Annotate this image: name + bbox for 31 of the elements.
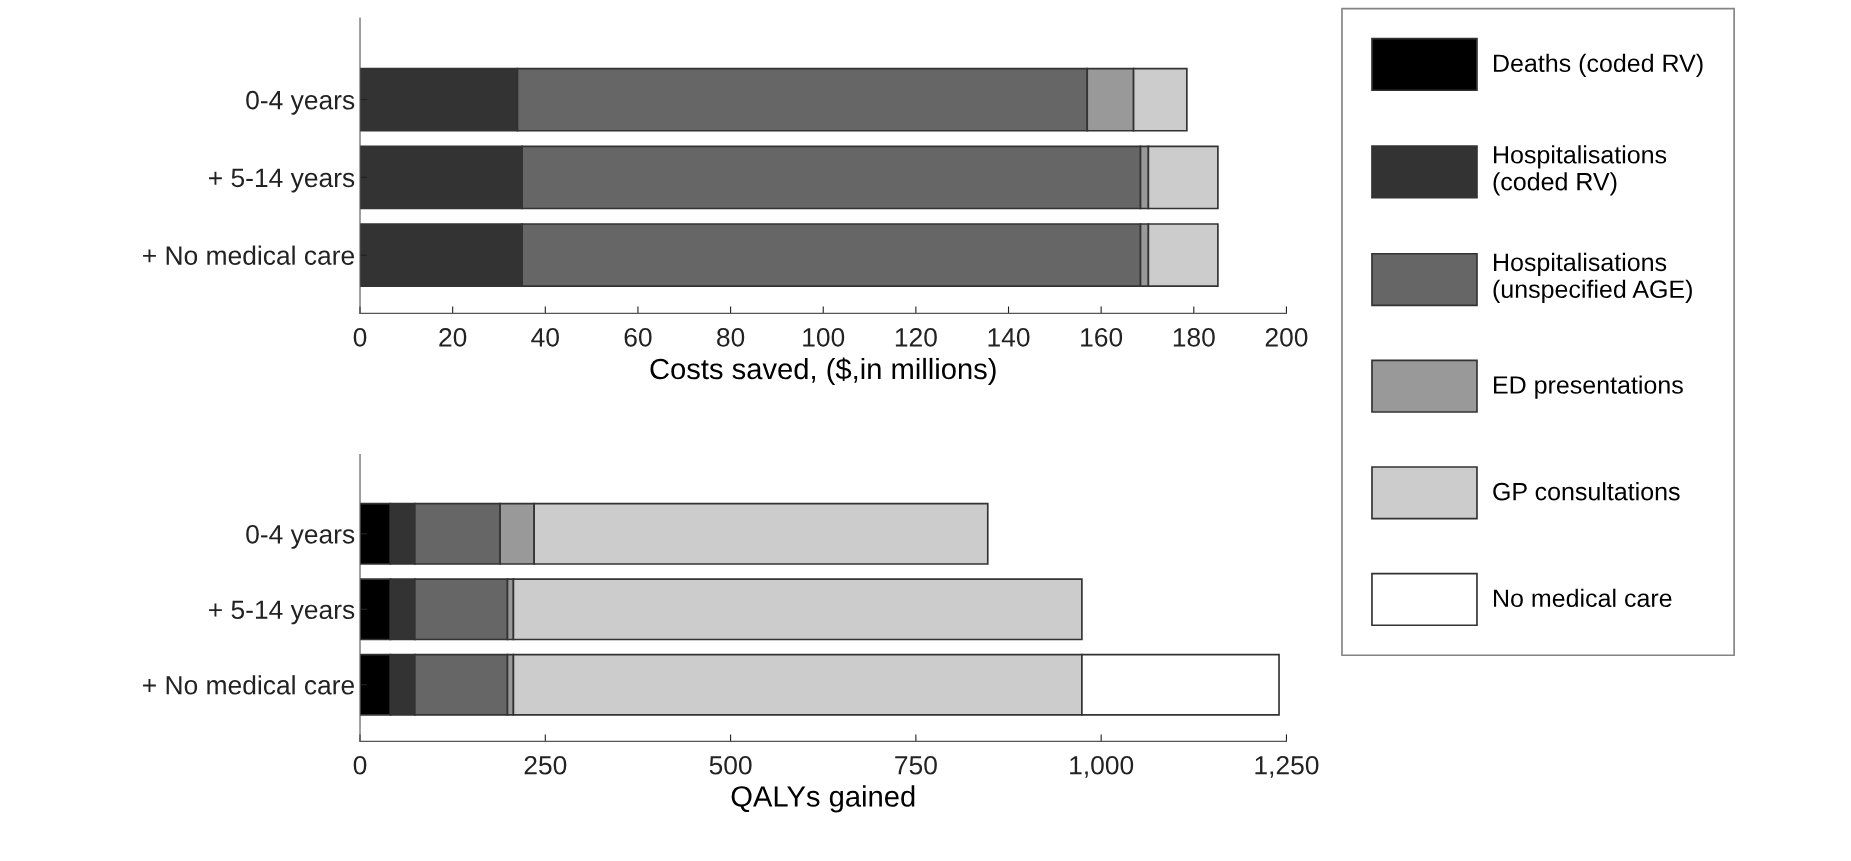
x-tick-label: 120	[895, 327, 937, 347]
x-tick-label: 100	[803, 327, 845, 347]
legend-label: Hospitalisations (unspecified AGE)	[1493, 252, 1692, 304]
x-tick-label: 140	[988, 327, 1030, 347]
x-tick-label: 1,250	[1255, 755, 1319, 778]
x-tick-label: 160	[1081, 327, 1123, 347]
x-tick-label: 200	[1265, 327, 1308, 347]
y-tick-label: 0-4 years	[246, 524, 355, 549]
legend-label: GP consultations	[1493, 482, 1680, 501]
x-axis-title: QALYs gained	[731, 785, 915, 813]
y-tick-label: + No medical care	[143, 675, 354, 695]
y-tick-label: + 5-14 years	[209, 600, 355, 625]
x-tick-label: 1,000	[1070, 755, 1134, 778]
x-tick-label: 180	[1173, 327, 1215, 347]
legend-label: No medical care	[1494, 588, 1672, 608]
y-tick-label: + No medical care	[143, 245, 354, 265]
x-axis-title: Costs saved, ($,in millions)	[650, 357, 996, 386]
x-tick-label: 20	[439, 327, 467, 347]
legend-label: Deaths (coded RV)	[1494, 53, 1703, 78]
x-tick-label: 750	[895, 755, 937, 775]
legend-label: Hospitalisations (coded RV)	[1493, 145, 1667, 196]
x-tick-label: 0	[353, 327, 367, 347]
x-tick-label: 0	[353, 755, 367, 775]
x-tick-label: 250	[524, 755, 567, 775]
legend-label: ED presentations	[1494, 375, 1683, 399]
y-tick-label: + 5-14 years	[209, 168, 355, 193]
x-tick-label: 80	[717, 327, 745, 347]
x-tick-label: 500	[709, 755, 752, 775]
x-tick-label: 60	[624, 327, 652, 347]
x-tick-label: 40	[531, 327, 559, 347]
y-tick-label: 0-4 years	[246, 90, 355, 115]
